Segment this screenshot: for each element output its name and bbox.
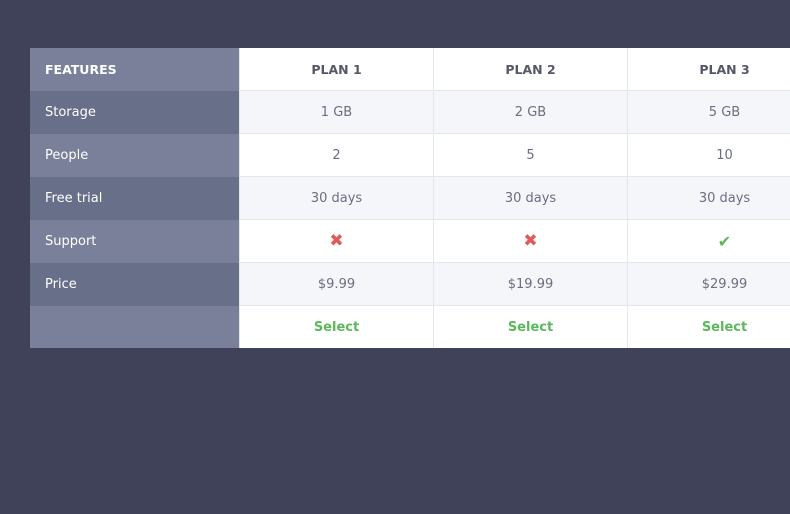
check-icon: ✔ <box>717 231 732 251</box>
cell: 5 <box>433 133 628 177</box>
cell: 30 days <box>433 176 628 220</box>
table-row-people: People 2 5 10 <box>30 133 790 177</box>
cell: $29.99 <box>627 262 790 306</box>
table-row-select: Select Select Select <box>30 305 790 348</box>
cross-icon: ✖ <box>523 231 538 251</box>
feature-label: Free trial <box>30 176 240 220</box>
cell: ✖ <box>239 219 434 263</box>
table-row-support: Support ✖ ✖ ✔ <box>30 219 790 263</box>
table-row-price: Price $9.99 $19.99 $29.99 <box>30 262 790 306</box>
select-plan-2-button[interactable]: Select <box>507 319 554 335</box>
plan-1-header: PLAN 1 <box>239 48 434 91</box>
cell: $9.99 <box>239 262 434 306</box>
table-row-free-trial: Free trial 30 days 30 days 30 days <box>30 176 790 220</box>
features-header: FEATURES <box>30 48 240 91</box>
cell: ✖ <box>433 219 628 263</box>
feature-label: Storage <box>30 90 240 134</box>
feature-label: Support <box>30 219 240 263</box>
cell: 2 <box>239 133 434 177</box>
feature-label-empty <box>30 305 240 348</box>
cell: 30 days <box>239 176 434 220</box>
cell: 30 days <box>627 176 790 220</box>
cell: 5 GB <box>627 90 790 134</box>
cell: 2 GB <box>433 90 628 134</box>
cell: ✔ <box>627 219 790 263</box>
pricing-table: FEATURES PLAN 1 PLAN 2 PLAN 3 Storage 1 … <box>30 48 790 348</box>
cross-icon: ✖ <box>329 231 344 251</box>
cell: 1 GB <box>239 90 434 134</box>
feature-label: Price <box>30 262 240 306</box>
select-plan-3-button[interactable]: Select <box>701 319 748 335</box>
select-plan-1-button[interactable]: Select <box>313 319 360 335</box>
feature-label: People <box>30 133 240 177</box>
cell: 10 <box>627 133 790 177</box>
table-row-storage: Storage 1 GB 2 GB 5 GB <box>30 90 790 134</box>
cell: $19.99 <box>433 262 628 306</box>
plan-3-header: PLAN 3 <box>627 48 790 91</box>
plan-2-header: PLAN 2 <box>433 48 628 91</box>
header-row: FEATURES PLAN 1 PLAN 2 PLAN 3 <box>30 48 790 91</box>
